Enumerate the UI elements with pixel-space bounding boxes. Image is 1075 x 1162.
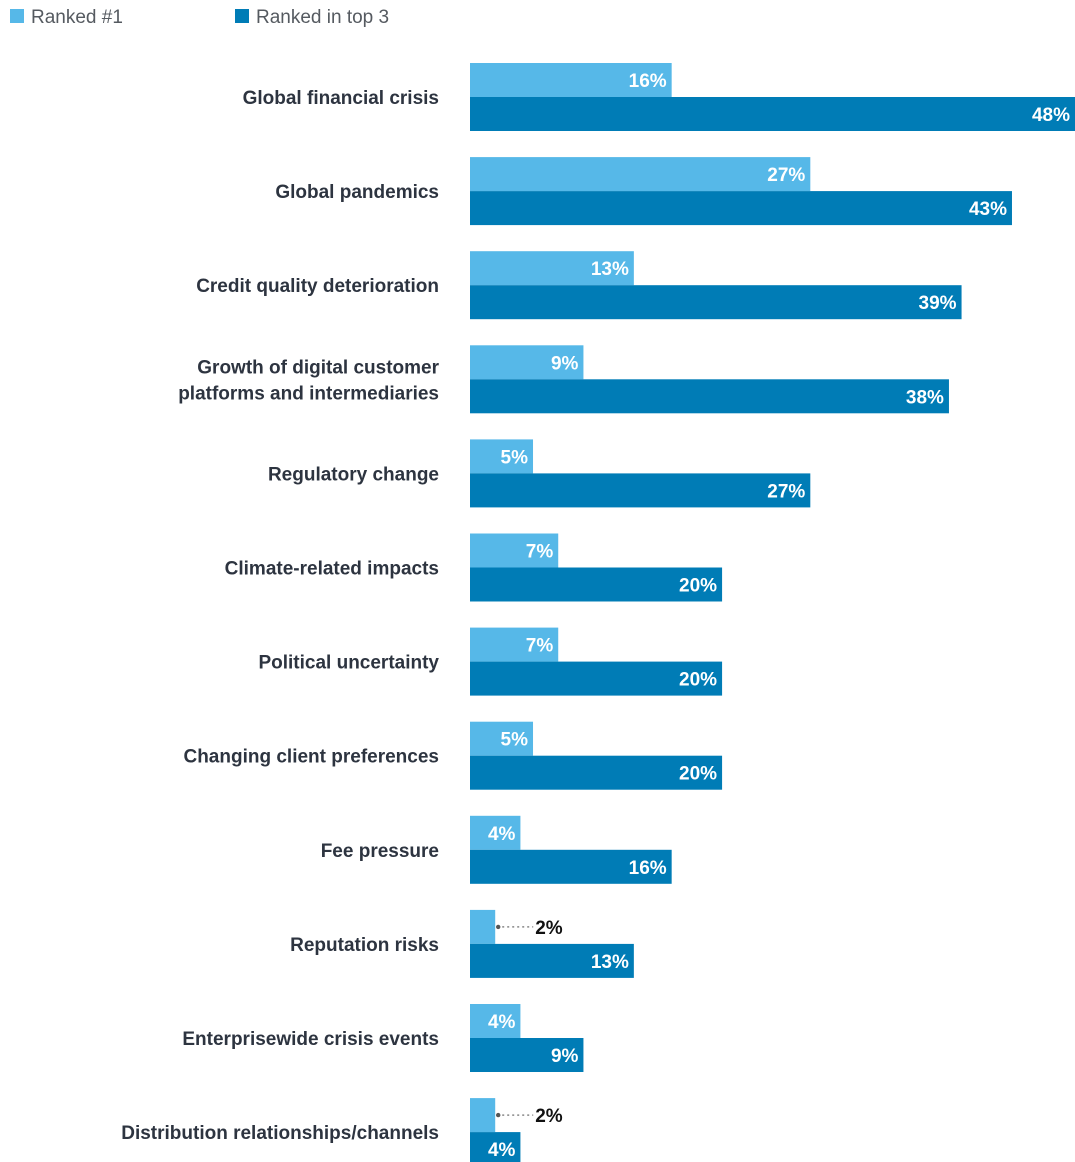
data-label-ranked-1-10: 2% bbox=[535, 918, 563, 939]
bar-ranked-1-12 bbox=[470, 1098, 496, 1133]
bar-top-3-7 bbox=[470, 661, 723, 696]
bar-top-3-9 bbox=[470, 849, 672, 884]
bar-top-3-6 bbox=[470, 567, 723, 602]
category-label-3: Credit quality deterioration bbox=[196, 276, 439, 297]
data-label-ranked-1-3: 13% bbox=[591, 259, 629, 280]
bar-top-3-8 bbox=[470, 755, 723, 790]
bar-ranked-1-9 bbox=[470, 815, 521, 850]
data-label-top-3-8: 20% bbox=[679, 764, 717, 785]
bar-top-3-5 bbox=[470, 473, 811, 508]
legend-label-2: Ranked in top 3 bbox=[256, 7, 389, 28]
data-label-ranked-1-9: 4% bbox=[488, 824, 516, 845]
data-label-top-3-2: 43% bbox=[969, 199, 1007, 220]
data-label-ranked-1-7: 7% bbox=[526, 636, 554, 657]
category-label-8: Changing client preferences bbox=[183, 747, 439, 768]
bar-ranked-1-4 bbox=[470, 345, 584, 380]
bar-ranked-1-5 bbox=[470, 439, 534, 474]
data-label-top-3-10: 13% bbox=[591, 952, 629, 973]
data-label-ranked-1-2: 27% bbox=[767, 165, 805, 186]
category-label-10: Reputation risks bbox=[290, 935, 439, 956]
data-label-ranked-1-11: 4% bbox=[488, 1012, 516, 1033]
legend-swatch-2 bbox=[235, 9, 249, 23]
category-label-11: Enterprisewide crisis events bbox=[182, 1029, 439, 1050]
bar-ranked-1-1 bbox=[470, 63, 672, 97]
bars: 16% 48% 27% 43% 13% 39% 9% 38% 5% 27% 7% 20% 7% 20% 5%… bbox=[470, 63, 1075, 1162]
category-label-7: Political uncertainty bbox=[258, 653, 439, 674]
data-label-top-3-12: 4% bbox=[488, 1140, 516, 1161]
leader-dot-10 bbox=[496, 924, 501, 930]
category-labels: Global financial crisis Global pandemics C… bbox=[121, 88, 439, 1144]
data-label-top-3-1: 48% bbox=[1032, 105, 1070, 126]
category-label-5: Regulatory change bbox=[268, 464, 439, 485]
category-label-4: Growth of digital customer platforms and … bbox=[178, 357, 439, 404]
category-label-6: Climate-related impacts bbox=[225, 559, 439, 580]
bar-ranked-1-3 bbox=[470, 251, 634, 286]
bar-top-3-4 bbox=[470, 379, 949, 414]
data-label-ranked-1-1: 16% bbox=[629, 71, 667, 92]
data-label-top-3-6: 20% bbox=[679, 576, 717, 597]
bar-top-3-2 bbox=[470, 191, 1012, 226]
data-label-top-3-11: 9% bbox=[551, 1046, 579, 1067]
data-label-top-3-4: 38% bbox=[906, 387, 944, 408]
bar-top-3-3 bbox=[470, 285, 962, 320]
category-label-1: Global financial crisis bbox=[243, 88, 439, 109]
data-label-ranked-1-4: 9% bbox=[551, 353, 579, 374]
data-label-top-3-9: 16% bbox=[629, 858, 667, 879]
bar-top-3-12 bbox=[470, 1132, 521, 1162]
category-label-2: Global pandemics bbox=[275, 182, 439, 203]
bar-ranked-1-8 bbox=[470, 721, 534, 756]
legend: Ranked #1 Ranked in top 3 bbox=[10, 7, 389, 28]
legend-swatch-1 bbox=[10, 9, 24, 23]
category-label-12: Distribution relationships/channels bbox=[121, 1123, 439, 1144]
bar-top-3-11 bbox=[470, 1038, 584, 1072]
bar-ranked-1-6 bbox=[470, 533, 559, 568]
category-label-9: Fee pressure bbox=[321, 841, 439, 862]
data-label-top-3-3: 39% bbox=[919, 293, 957, 314]
data-label-ranked-1-12: 2% bbox=[535, 1106, 563, 1127]
bar-ranked-1-11 bbox=[470, 1004, 521, 1038]
data-label-ranked-1-6: 7% bbox=[526, 542, 554, 563]
data-label-ranked-1-8: 5% bbox=[501, 730, 529, 751]
bar-top-3-10 bbox=[470, 943, 634, 978]
bar-ranked-1-2 bbox=[470, 157, 811, 192]
leader-dot-12 bbox=[496, 1112, 501, 1118]
legend-label-1: Ranked #1 bbox=[31, 7, 123, 28]
data-label-top-3-7: 20% bbox=[679, 670, 717, 691]
bar-top-3-1 bbox=[470, 97, 1075, 131]
data-label-ranked-1-5: 5% bbox=[501, 447, 529, 468]
data-label-top-3-5: 27% bbox=[767, 481, 805, 502]
bar-ranked-1-7 bbox=[470, 627, 559, 662]
bar-ranked-1-10 bbox=[470, 909, 496, 944]
